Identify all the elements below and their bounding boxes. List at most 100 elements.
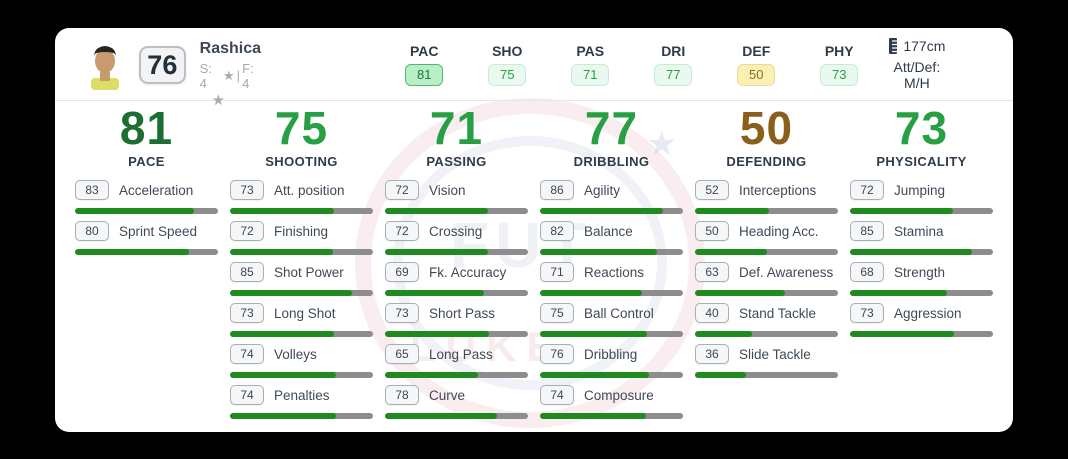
- stat-head: 63 Def. Awareness: [695, 262, 838, 283]
- stat-head: 80 Sprint Speed: [75, 221, 218, 242]
- category-rows: 72 Jumping 85 Stamina 68 Strength 73 Agg…: [850, 180, 993, 337]
- stat-head: 50 Heading Acc.: [695, 221, 838, 242]
- stat-label: Reactions: [584, 264, 645, 280]
- stat-value-box: 68: [850, 262, 884, 283]
- top-stat: DRI 77: [632, 43, 715, 86]
- stat-row: 80 Sprint Speed: [75, 221, 218, 255]
- stat-progress-fill: [695, 371, 747, 378]
- stat-progress-fill: [385, 289, 484, 296]
- stat-value-box: 74: [230, 344, 264, 365]
- height-value: 177cm: [903, 37, 946, 54]
- divider-label: |: [236, 68, 241, 83]
- stat-head: 76 Dribbling: [540, 344, 683, 365]
- stat-label: Slide Tackle: [739, 346, 811, 362]
- stat-label: Sprint Speed: [119, 223, 198, 239]
- player-avatar: [91, 46, 119, 90]
- category-rating: 77: [584, 102, 639, 154]
- top-stat-code: DRI: [661, 42, 686, 59]
- stat-value-box: 52: [695, 180, 729, 201]
- stat-category-column: 81 PACE 83 Acceleration 80 Sprint Speed: [75, 105, 218, 426]
- stat-label: Shot Power: [274, 264, 344, 280]
- skill-weakfoot-line: S: 4 ★ | F: 4: [200, 61, 263, 91]
- stat-progress-track: [695, 248, 838, 255]
- stat-label: Att. position: [274, 182, 345, 198]
- stat-label: Stamina: [894, 223, 944, 239]
- stat-progress-fill: [230, 207, 335, 214]
- stat-value-box: 72: [230, 221, 264, 242]
- stat-progress-track: [540, 207, 683, 214]
- stat-progress-track: [230, 371, 373, 378]
- stat-progress-track: [540, 289, 683, 296]
- category-rating: 50: [739, 102, 794, 154]
- stat-head: 72 Crossing: [385, 221, 528, 242]
- top-stat: PAS 71: [549, 43, 632, 86]
- stat-label: Acceleration: [119, 182, 194, 198]
- stat-progress-fill: [75, 207, 194, 214]
- player-header: 76 Rashica S: 4 ★ | F: 4 ★ PAC 81 SHO 75…: [55, 28, 1013, 108]
- stat-head: 82 Balance: [540, 221, 683, 242]
- stat-value-box: 72: [385, 221, 419, 242]
- category-rating: 81: [119, 102, 174, 154]
- stat-label: Composure: [584, 387, 654, 403]
- category-rows: 86 Agility 82 Balance 71 Reactions 75 Ba…: [540, 180, 683, 419]
- stat-progress-fill: [230, 330, 335, 337]
- stat-progress-fill: [695, 330, 753, 337]
- stat-label: Def. Awareness: [739, 264, 834, 280]
- stat-progress-track: [385, 289, 528, 296]
- category-title: PHYSICALITY: [876, 153, 967, 169]
- stat-head: 74 Composure: [540, 385, 683, 406]
- stat-row: 74 Penalties: [230, 385, 373, 419]
- top-stat-badge: 75: [488, 63, 527, 86]
- stat-progress-track: [540, 412, 683, 419]
- stat-head: 85 Shot Power: [230, 262, 373, 283]
- stat-head: 83 Acceleration: [75, 180, 218, 201]
- stat-progress-track: [695, 289, 838, 296]
- stat-row: 74 Composure: [540, 385, 683, 419]
- skill-star-icon: ★: [223, 67, 235, 83]
- stat-progress-fill: [385, 248, 488, 255]
- stat-progress-fill: [540, 371, 649, 378]
- stat-value-box: 78: [385, 385, 419, 406]
- stat-head: 72 Vision: [385, 180, 528, 201]
- stat-progress-fill: [540, 289, 642, 296]
- stat-label: Short Pass: [429, 305, 496, 321]
- top-stat-code: DEF: [742, 42, 771, 59]
- stat-progress-fill: [850, 289, 948, 296]
- stat-progress-fill: [850, 207, 953, 214]
- top-stat-code: SHO: [492, 42, 523, 59]
- stat-label: Curve: [429, 387, 466, 403]
- player-info-block: 177cm Att/Def: M/H: [881, 37, 989, 91]
- top-stat-badge: 77: [654, 63, 693, 86]
- stat-value-box: 36: [695, 344, 729, 365]
- stat-head: 40 Stand Tackle: [695, 303, 838, 324]
- stat-progress-track: [540, 371, 683, 378]
- stat-progress-fill: [695, 289, 786, 296]
- stat-head: 78 Curve: [385, 385, 528, 406]
- stat-head: 85 Stamina: [850, 221, 993, 242]
- stat-label: Volleys: [274, 346, 317, 362]
- stat-progress-track: [230, 248, 373, 255]
- stat-value-box: 72: [850, 180, 884, 201]
- stat-row: 40 Stand Tackle: [695, 303, 838, 337]
- stat-label: Crossing: [429, 223, 483, 239]
- stat-columns: 81 PACE 83 Acceleration 80 Sprint Speed …: [55, 101, 1013, 426]
- stat-value-box: 63: [695, 262, 729, 283]
- stat-value-box: 73: [230, 180, 264, 201]
- height-line: 177cm: [881, 37, 953, 54]
- stat-value-box: 75: [540, 303, 574, 324]
- top-stat: PAC 81: [383, 43, 466, 86]
- stat-progress-fill: [230, 248, 333, 255]
- stat-head: 74 Penalties: [230, 385, 373, 406]
- category-title: DRIBBLING: [573, 153, 650, 169]
- category-rows: 72 Vision 72 Crossing 69 Fk. Accuracy 73…: [385, 180, 528, 419]
- stat-row: 65 Long Pass: [385, 344, 528, 378]
- stat-progress-track: [850, 330, 993, 337]
- stat-progress-fill: [540, 248, 658, 255]
- stat-row: 36 Slide Tackle: [695, 344, 838, 378]
- stat-progress-fill: [385, 330, 490, 337]
- stat-row: 71 Reactions: [540, 262, 683, 296]
- stat-category-column: 77 DRIBBLING 86 Agility 82 Balance 71 Re…: [540, 105, 683, 426]
- stat-label: Jumping: [894, 182, 946, 198]
- stat-label: Dribbling: [584, 346, 638, 362]
- stat-label: Strength: [894, 264, 946, 280]
